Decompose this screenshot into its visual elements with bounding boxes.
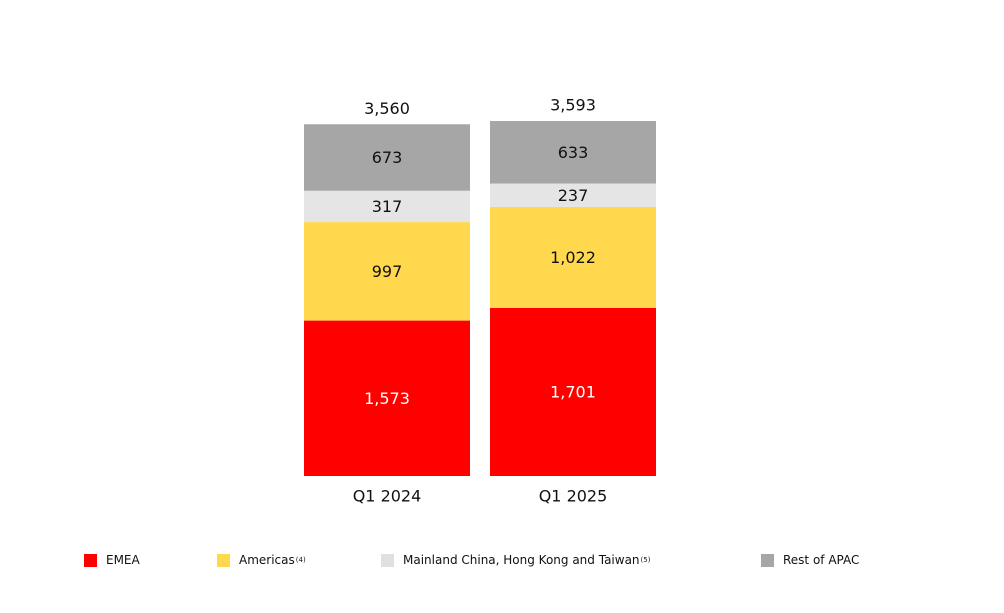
legend-item-rest-of-apac: Rest of APAC [761, 553, 859, 567]
data-label-mainland-china-hong-kong-and-taiwan-q1-2025: 237 [558, 186, 589, 205]
data-label-americas-q1-2024: 997 [372, 262, 403, 281]
category-label-q1-2025: Q1 2025 [539, 487, 608, 506]
category-label-q1-2024: Q1 2024 [353, 487, 422, 506]
data-label-americas-q1-2025: 1,022 [550, 248, 596, 267]
legend-label-americas: Americas [239, 553, 295, 567]
data-label-emea-q1-2025: 1,701 [550, 382, 596, 401]
data-label-emea-q1-2024: 1,573 [364, 389, 410, 408]
legend-swatch-mainland-china [381, 553, 394, 567]
bar-segment-rest-of-apac-q1-2024 [304, 124, 470, 191]
bar-segment-mainland-china-hong-kong-and-taiwan-q1-2024 [304, 190, 470, 223]
bar-segment-mainland-china-hong-kong-and-taiwan-q1-2025 [490, 183, 656, 207]
legend-label-mainland-china: Mainland China, Hong Kong and Taiwan [403, 553, 640, 567]
data-label-rest-of-apac-q1-2024: 673 [372, 148, 403, 167]
legend-label-emea: EMEA [106, 553, 140, 567]
bar-segment-rest-of-apac-q1-2025 [490, 121, 656, 184]
legend-swatch-americas [217, 553, 230, 567]
legend-item-emea: EMEA [84, 553, 140, 567]
data-label-mainland-china-hong-kong-and-taiwan-q1-2024: 317 [372, 197, 403, 216]
legend-item-americas: Americas (4) [217, 553, 306, 567]
bar-segment-emea-q1-2025 [490, 307, 656, 476]
legend-item-mainland-china: Mainland China, Hong Kong and Taiwan (5) [381, 553, 650, 567]
legend-note-mainland-china: (5) [640, 556, 651, 564]
legend-swatch-rest-of-apac [761, 553, 774, 567]
legend: EMEA Americas (4) Mainland China, Hong Ko… [0, 553, 1004, 577]
bar-segment-emea-q1-2024 [304, 320, 470, 476]
legend-note-americas: (4) [295, 556, 306, 564]
bar-segment-americas-q1-2025 [490, 206, 656, 308]
total-label-q1-2025: 3,593 [550, 96, 596, 115]
bar-segment-americas-q1-2024 [304, 222, 470, 321]
legend-swatch-emea [84, 553, 97, 567]
data-label-rest-of-apac-q1-2025: 633 [558, 143, 589, 162]
legend-label-rest-of-apac: Rest of APAC [783, 553, 860, 567]
total-label-q1-2024: 3,560 [364, 99, 410, 118]
